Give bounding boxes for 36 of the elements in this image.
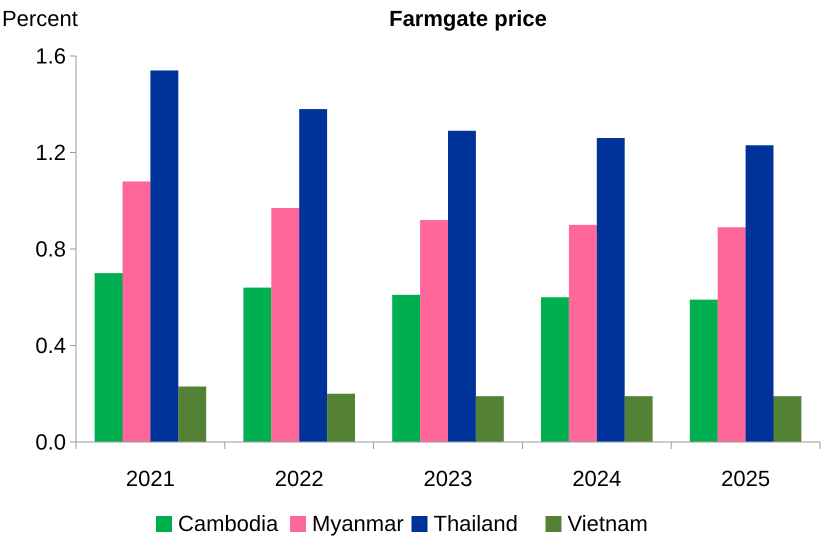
x-tick-label: 2023 xyxy=(424,466,472,491)
bar xyxy=(624,396,653,442)
x-tick-label: 2024 xyxy=(572,466,622,491)
x-tick-label: 2022 xyxy=(274,466,324,491)
bar xyxy=(718,227,746,442)
bar xyxy=(774,396,802,442)
bar xyxy=(122,181,150,442)
bar xyxy=(243,288,272,442)
bar xyxy=(596,138,625,442)
bar xyxy=(299,109,328,442)
bar xyxy=(746,145,774,442)
bar xyxy=(568,224,597,442)
bar xyxy=(476,396,504,442)
bar xyxy=(271,208,300,442)
bar xyxy=(178,386,206,442)
x-tick-label: 2021 xyxy=(126,466,175,491)
y-tick-label: 0.8 xyxy=(35,236,66,262)
bar xyxy=(94,273,122,442)
bar xyxy=(392,294,420,442)
y-tick-label: 1.2 xyxy=(35,140,66,166)
bar xyxy=(420,220,448,442)
bar xyxy=(327,394,355,442)
bar xyxy=(150,70,178,442)
legend-label: Thailand xyxy=(434,511,518,536)
y-tick-label: 0.0 xyxy=(35,430,66,455)
bar xyxy=(448,130,476,442)
x-tick-label: 2025 xyxy=(721,466,770,491)
y-tick-label: 0.4 xyxy=(35,333,66,358)
legend-label: Cambodia xyxy=(178,511,280,536)
chart-title: Farmgate price xyxy=(389,6,547,31)
bar xyxy=(690,300,718,442)
legend-label: Vietnam xyxy=(568,511,648,536)
y-tick-label: 1.6 xyxy=(35,44,66,69)
bar xyxy=(541,297,569,442)
y-axis-title: Percent xyxy=(2,6,78,31)
legend-label: Myanmar xyxy=(312,511,404,536)
